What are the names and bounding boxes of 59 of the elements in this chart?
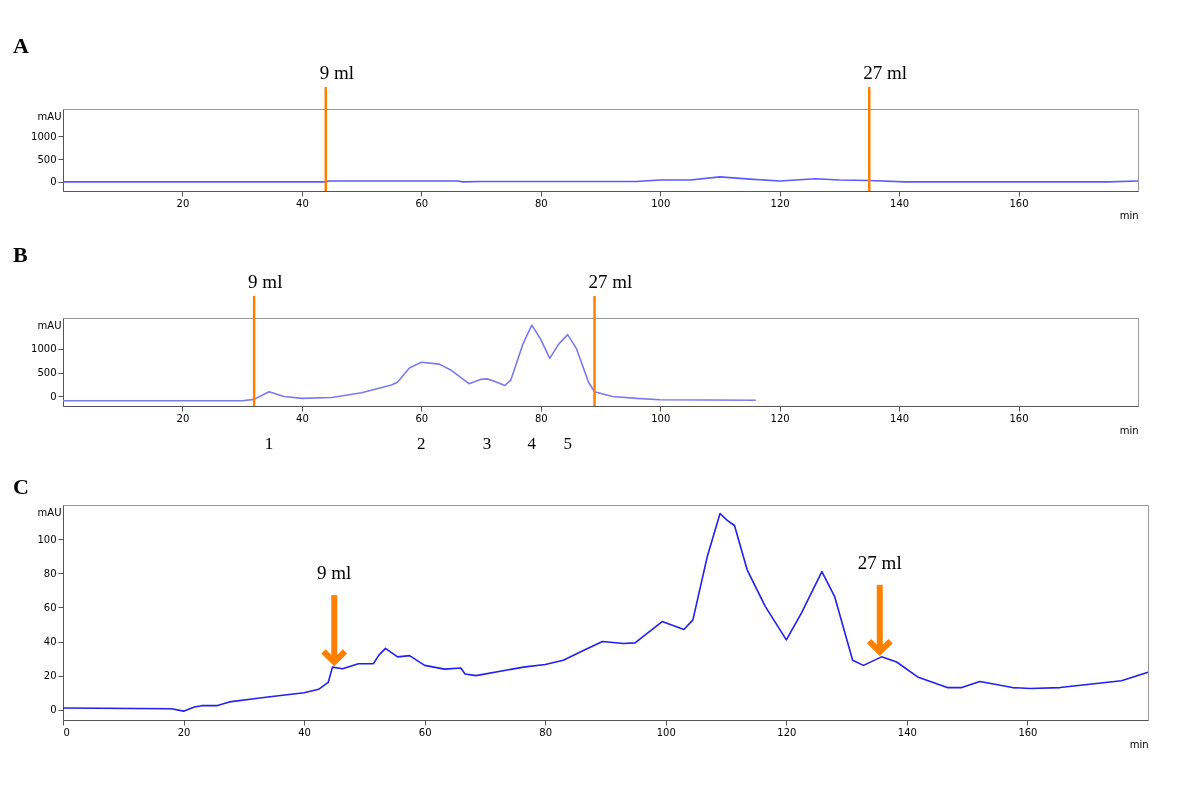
text: 4 <box>527 434 537 453</box>
annotation: 27 ml <box>857 551 902 573</box>
ref-line-label: 9 ml <box>319 62 355 83</box>
ref-line-label: 9 ml <box>248 271 283 292</box>
text: 2 <box>417 434 426 453</box>
y-tick-label: 100 <box>37 533 57 545</box>
x-tick-label: 40 <box>296 412 309 424</box>
x-tick-label: 60 <box>415 412 429 424</box>
x-tick-label: 60 <box>415 197 429 209</box>
line-series <box>62 324 757 402</box>
y-tick-label: 1000 <box>31 130 57 142</box>
ref-line-label: 27 ml <box>588 271 633 292</box>
x-tick-label: 160 <box>1009 197 1029 209</box>
x-tick-label: 40 <box>296 197 309 209</box>
x-tick-label: 140 <box>890 412 910 424</box>
x-axis-title: min <box>1129 738 1149 750</box>
text: 3 <box>482 434 492 453</box>
y-tick-label: 60 <box>43 601 57 613</box>
x-tick-label: 80 <box>539 726 553 738</box>
line-series <box>62 512 1149 712</box>
x-tick-label: 80 <box>534 412 548 424</box>
ref-line-label: 27 ml <box>863 62 908 83</box>
x-axis-title: min <box>1119 424 1139 436</box>
annotation: 9 ml <box>317 562 352 584</box>
x-tick-label: 140 <box>890 197 910 209</box>
x-tick-label: 160 <box>1018 726 1038 738</box>
y-axis-title: mAU <box>37 110 62 122</box>
x-tick-label: 60 <box>418 726 432 738</box>
y-tick-label: 0 <box>50 390 57 402</box>
x-tick-label: 100 <box>656 726 676 738</box>
x-tick-label: 40 <box>298 726 311 738</box>
y-tick-label: 1000 <box>31 343 57 355</box>
x-tick-label: 160 <box>1009 412 1029 424</box>
y-tick-label: 500 <box>37 367 57 379</box>
y-axis-title: mAU <box>37 506 62 518</box>
x-tick-label: 120 <box>770 412 790 424</box>
x-tick-label: 120 <box>770 197 790 209</box>
chart-title: A <box>13 33 29 58</box>
x-tick-label: 80 <box>534 197 548 209</box>
text: 5 <box>563 434 572 453</box>
y-tick-label: 80 <box>43 567 57 579</box>
x-tick-label: 20 <box>176 412 190 424</box>
y-axis-title: mAU <box>37 319 62 331</box>
x-tick-label: 120 <box>777 726 797 738</box>
y-tick-label: 40 <box>43 636 57 648</box>
y-tick-label: 0 <box>50 176 57 188</box>
chart-title: B <box>13 242 28 267</box>
y-tick-label: 20 <box>43 670 57 682</box>
x-tick-label: 0 <box>63 726 70 738</box>
y-tick-label: 0 <box>50 704 57 716</box>
x-tick-label: 100 <box>651 197 671 209</box>
x-tick-label: 20 <box>176 197 190 209</box>
chart-title: C <box>13 474 29 499</box>
text: 1 <box>264 434 274 453</box>
x-tick-label: 20 <box>177 726 191 738</box>
x-axis-title: min <box>1119 209 1139 221</box>
x-tick-label: 100 <box>651 412 671 424</box>
x-tick-label: 140 <box>897 726 917 738</box>
y-tick-label: 500 <box>37 153 57 165</box>
